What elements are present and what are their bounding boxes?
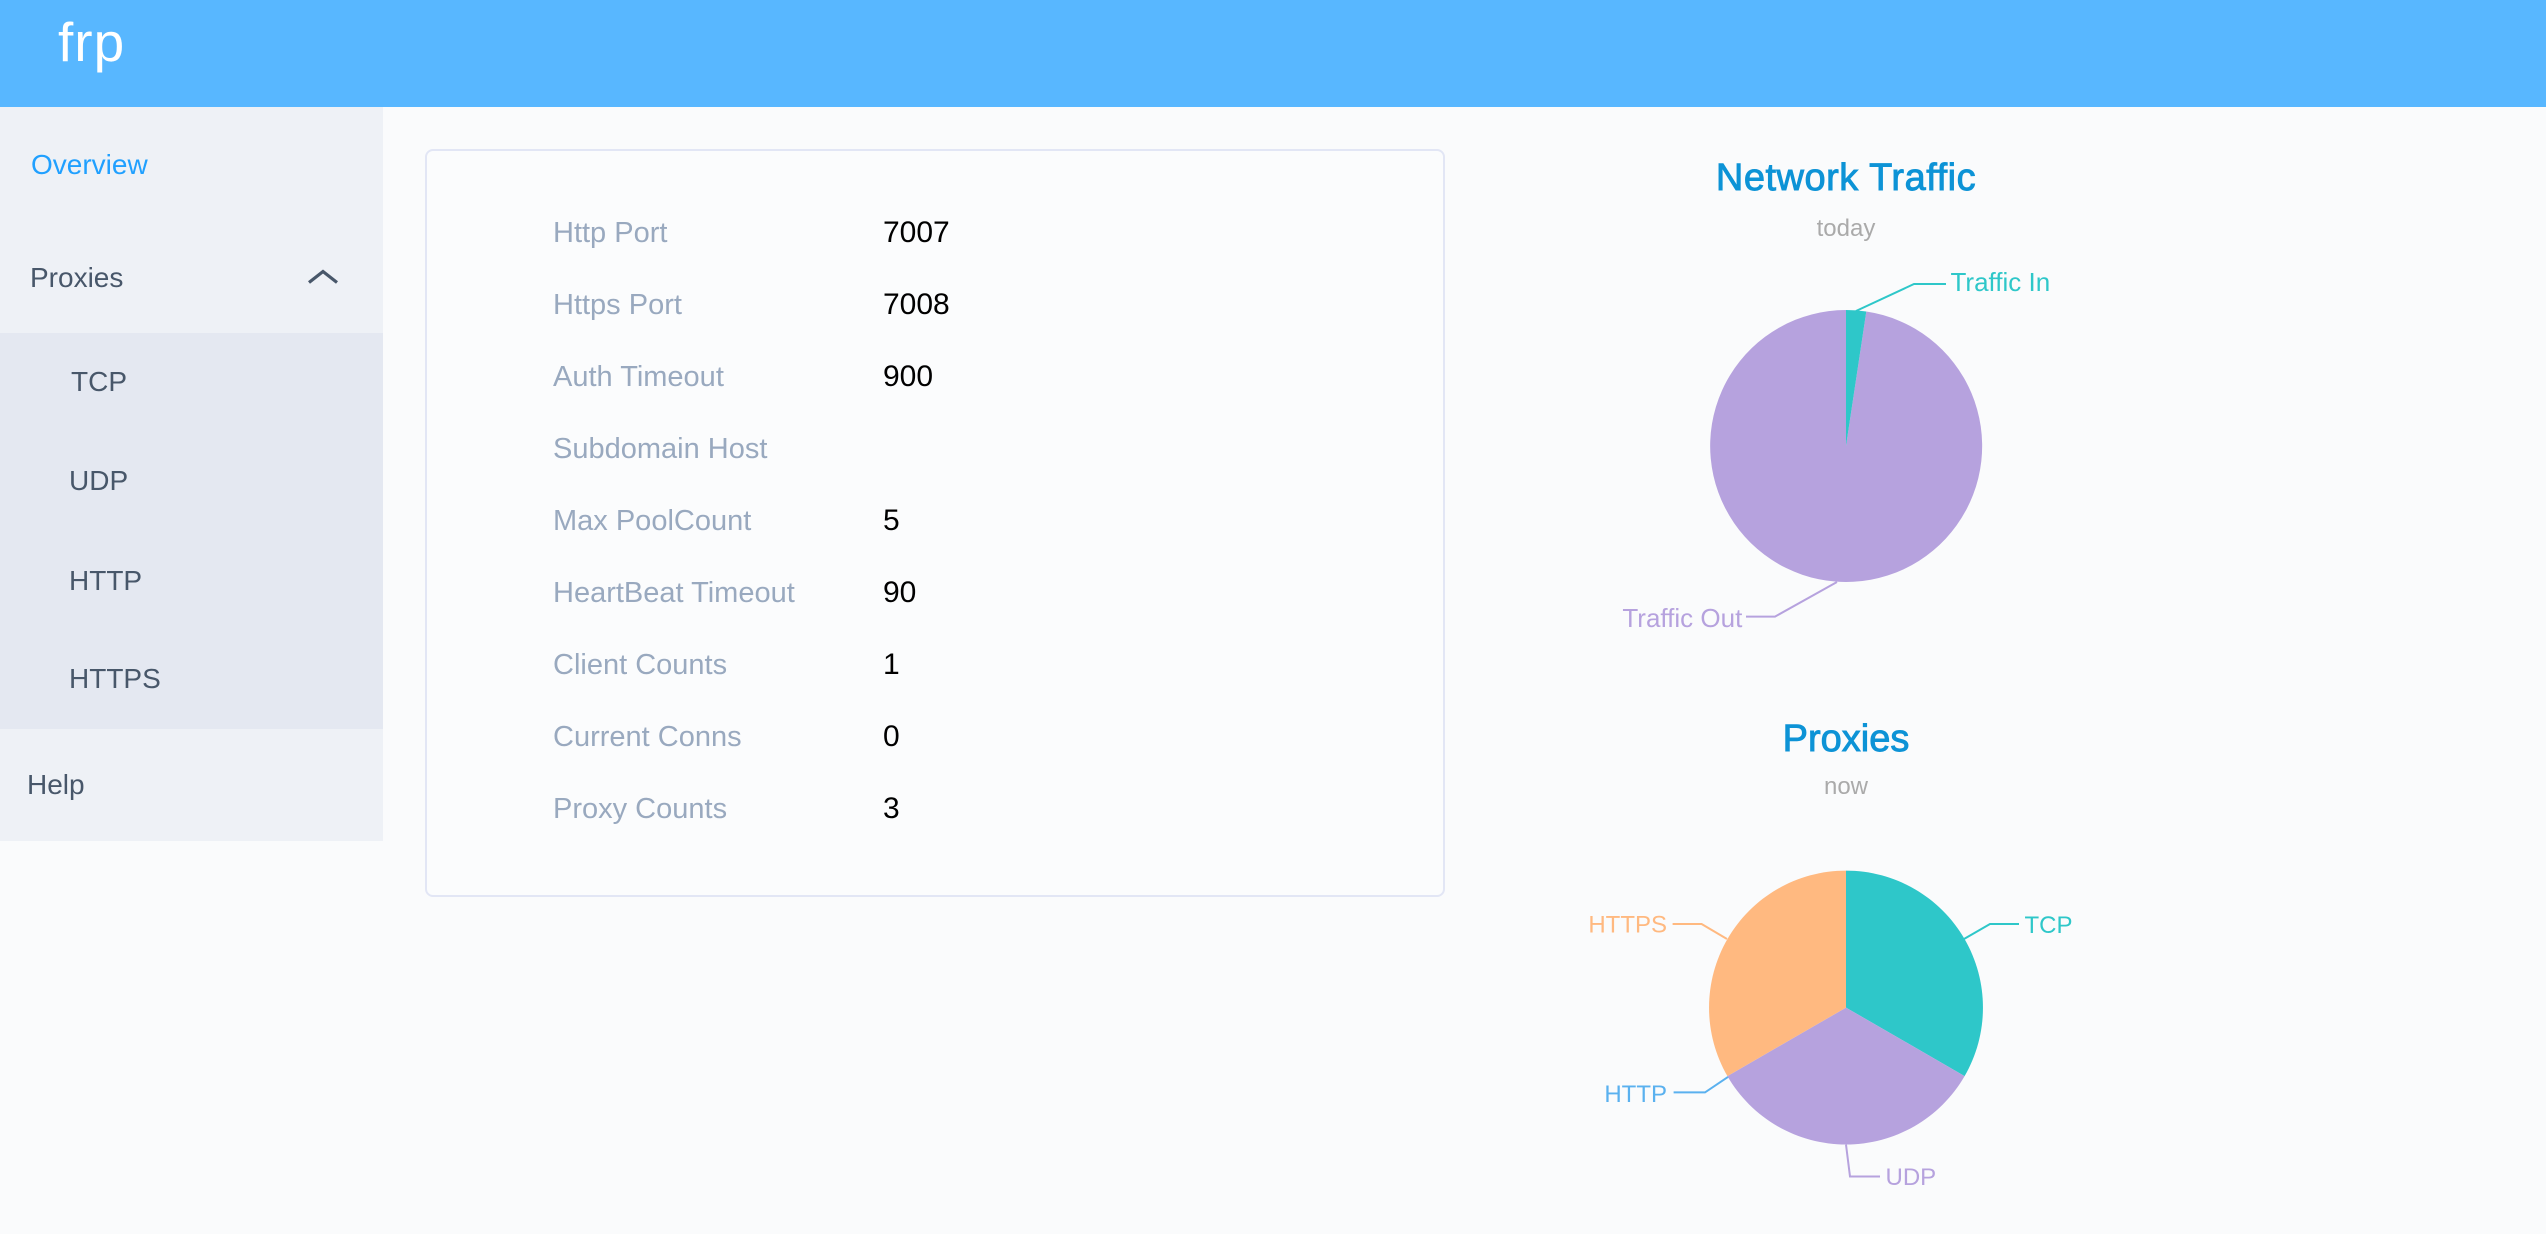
svg-text:TCP: TCP: [2025, 912, 2073, 939]
svg-text:HTTP: HTTP: [1604, 1081, 1667, 1108]
svg-text:Network Traffic: Network Traffic: [1716, 157, 1976, 199]
svg-text:today: today: [1817, 215, 1876, 242]
svg-text:HTTPS: HTTPS: [1588, 912, 1667, 939]
svg-text:now: now: [1824, 773, 1869, 800]
svg-text:UDP: UDP: [1886, 1164, 1937, 1191]
svg-text:Traffic Out: Traffic Out: [1622, 603, 1743, 633]
svg-text:Proxies: Proxies: [1783, 718, 1910, 760]
svg-text:Traffic In: Traffic In: [1951, 267, 2051, 297]
